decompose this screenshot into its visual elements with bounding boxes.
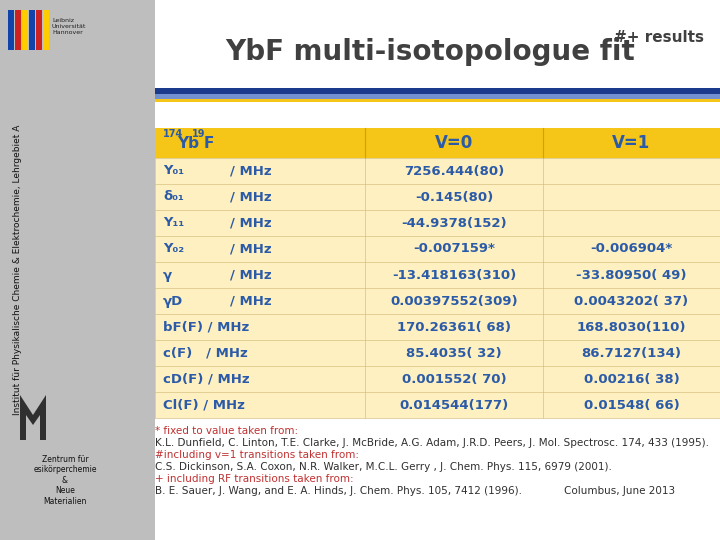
Bar bbox=[155, 128, 720, 158]
Text: / MHz: / MHz bbox=[230, 165, 271, 178]
Bar bbox=[8, 10, 14, 50]
Text: * fixed to value taken from:: * fixed to value taken from: bbox=[155, 426, 298, 436]
Bar bbox=[15, 10, 21, 50]
Text: #+ results: #+ results bbox=[614, 30, 704, 45]
Text: 0.014544(177): 0.014544(177) bbox=[400, 399, 508, 411]
Text: Leibniz
Universität
Hannover: Leibniz Universität Hannover bbox=[52, 18, 86, 35]
Bar bbox=[155, 366, 720, 392]
Text: 0.01548( 66): 0.01548( 66) bbox=[584, 399, 680, 411]
Text: 0.00397552(309): 0.00397552(309) bbox=[390, 294, 518, 307]
Text: K.L. Dunfield, C. Linton, T.E. Clarke, J. McBride, A.G. Adam, J.R.D. Peers, J. M: K.L. Dunfield, C. Linton, T.E. Clarke, J… bbox=[155, 438, 709, 448]
Text: 86.7127(134): 86.7127(134) bbox=[582, 347, 682, 360]
Text: -33.80950( 49): -33.80950( 49) bbox=[576, 268, 687, 281]
Text: 170.26361( 68): 170.26361( 68) bbox=[397, 321, 511, 334]
Polygon shape bbox=[20, 395, 46, 440]
Text: B. E. Sauer, J. Wang, and E. A. Hinds, J. Chem. Phys. 105, 7412 (1996).: B. E. Sauer, J. Wang, and E. A. Hinds, J… bbox=[155, 486, 522, 496]
Text: YbF multi-isotopologue fit: YbF multi-isotopologue fit bbox=[225, 38, 635, 66]
Text: 0.00216( 38): 0.00216( 38) bbox=[584, 373, 680, 386]
Text: + including RF transitions taken from:: + including RF transitions taken from: bbox=[155, 474, 354, 484]
Text: Y₀₂: Y₀₂ bbox=[163, 242, 184, 255]
Text: c(F)   / MHz: c(F) / MHz bbox=[163, 347, 248, 360]
Bar bbox=[155, 88, 720, 94]
Text: 19: 19 bbox=[192, 129, 205, 139]
Bar bbox=[22, 10, 28, 50]
Bar bbox=[155, 392, 720, 418]
Text: #including v=1 transitions taken from:: #including v=1 transitions taken from: bbox=[155, 450, 359, 460]
Text: Y₁₁: Y₁₁ bbox=[163, 217, 184, 230]
Text: 0.0043202( 37): 0.0043202( 37) bbox=[575, 294, 688, 307]
Bar bbox=[155, 262, 720, 288]
Bar bbox=[12, 385, 122, 445]
Text: -0.007159*: -0.007159* bbox=[413, 242, 495, 255]
Text: δ₀₁: δ₀₁ bbox=[163, 191, 184, 204]
Text: Cl(F) / MHz: Cl(F) / MHz bbox=[163, 399, 245, 411]
Text: F: F bbox=[204, 136, 215, 151]
Text: 0.001552( 70): 0.001552( 70) bbox=[402, 373, 506, 386]
Text: 7256.444(80): 7256.444(80) bbox=[404, 165, 504, 178]
Bar bbox=[155, 210, 720, 236]
Text: Columbus, June 2013: Columbus, June 2013 bbox=[564, 486, 675, 496]
Bar bbox=[155, 314, 720, 340]
Text: C.S. Dickinson, S.A. Coxon, N.R. Walker, M.C.L. Gerry , J. Chem. Phys. 115, 6979: C.S. Dickinson, S.A. Coxon, N.R. Walker,… bbox=[155, 462, 612, 472]
Text: -0.145(80): -0.145(80) bbox=[415, 191, 493, 204]
Text: γ: γ bbox=[163, 268, 172, 281]
Bar bbox=[155, 94, 720, 99]
Bar bbox=[155, 340, 720, 366]
Text: / MHz: / MHz bbox=[230, 191, 271, 204]
Text: Institut für Physikalische Chemie & Elektrochemie, Lehrgebiet A: Institut für Physikalische Chemie & Elek… bbox=[14, 125, 22, 415]
Text: 85.4035( 32): 85.4035( 32) bbox=[406, 347, 502, 360]
Bar bbox=[29, 10, 35, 50]
Text: -0.006904*: -0.006904* bbox=[590, 242, 672, 255]
Bar bbox=[0, 0, 155, 540]
Text: Yb: Yb bbox=[177, 136, 199, 151]
Text: V=0: V=0 bbox=[435, 134, 473, 152]
Text: -44.9378(152): -44.9378(152) bbox=[401, 217, 507, 230]
Text: Zentrum für
esikörperchemie
&
Neue
Materialien: Zentrum für esikörperchemie & Neue Mater… bbox=[33, 455, 96, 505]
Text: 174: 174 bbox=[163, 129, 184, 139]
Text: V=1: V=1 bbox=[613, 134, 651, 152]
Text: / MHz: / MHz bbox=[230, 294, 271, 307]
Bar bbox=[43, 10, 49, 50]
Text: cD(F) / MHz: cD(F) / MHz bbox=[163, 373, 250, 386]
Text: / MHz: / MHz bbox=[230, 268, 271, 281]
Text: 168.8030(110): 168.8030(110) bbox=[577, 321, 686, 334]
Text: bF(F) / MHz: bF(F) / MHz bbox=[163, 321, 249, 334]
Bar bbox=[155, 158, 720, 184]
Text: / MHz: / MHz bbox=[230, 217, 271, 230]
Text: Y₀₁: Y₀₁ bbox=[163, 165, 184, 178]
Bar bbox=[155, 184, 720, 210]
Text: / MHz: / MHz bbox=[230, 242, 271, 255]
Text: γD: γD bbox=[163, 294, 184, 307]
Bar bbox=[36, 10, 42, 50]
Bar bbox=[155, 99, 720, 102]
Text: -13.418163(310): -13.418163(310) bbox=[392, 268, 516, 281]
Bar bbox=[155, 236, 720, 262]
Bar bbox=[155, 288, 720, 314]
